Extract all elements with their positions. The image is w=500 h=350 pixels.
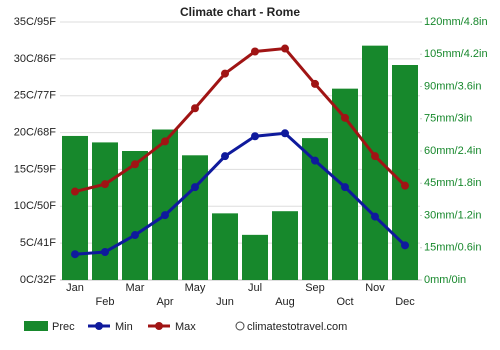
y-tick-label: 30C/86F xyxy=(14,53,56,65)
point xyxy=(191,104,199,113)
point xyxy=(311,79,319,88)
point xyxy=(221,69,229,78)
x-tick-label: Mar xyxy=(126,282,145,294)
chart-title: Climate chart - Rome xyxy=(180,5,300,19)
point xyxy=(311,156,319,165)
point xyxy=(341,113,349,122)
point xyxy=(401,181,409,190)
point xyxy=(251,132,259,141)
bar xyxy=(212,213,238,280)
point xyxy=(221,152,229,161)
y2-tick-label: 75mm/3in xyxy=(424,113,472,125)
y-tick-label: 25C/77F xyxy=(14,90,56,102)
y-tick-label: 10C/50F xyxy=(14,200,56,212)
y-tick-label: 5C/41F xyxy=(20,237,56,249)
point xyxy=(251,47,259,56)
x-tick-label: Aug xyxy=(275,296,295,308)
legend-swatch xyxy=(155,322,163,330)
point xyxy=(161,211,169,220)
point xyxy=(281,44,289,53)
x-tick-label: Nov xyxy=(365,282,385,294)
x-tick-label: Feb xyxy=(96,296,115,308)
legend-label: Min xyxy=(115,321,133,333)
y2-tick-label: 45mm/1.8in xyxy=(424,177,481,189)
point xyxy=(191,183,199,192)
y2-tick-label: 120mm/4.8in xyxy=(424,16,488,28)
point xyxy=(401,241,409,250)
y2-tick-label: 105mm/4.2in xyxy=(424,48,488,60)
x-tick-label: Oct xyxy=(336,296,353,308)
point xyxy=(71,187,79,196)
source: climatestotravel.com xyxy=(247,321,347,333)
y-tick-label: 0C/32F xyxy=(20,274,56,286)
legend-label: Prec xyxy=(52,321,75,333)
point xyxy=(281,129,289,138)
x-tick-label: Jun xyxy=(216,296,234,308)
y2-tick-label: 60mm/2.4in xyxy=(424,145,481,157)
y2-tick-label: 0mm/0in xyxy=(424,274,466,286)
source-icon xyxy=(235,321,245,331)
x-tick-label: May xyxy=(185,282,206,294)
line xyxy=(74,46,407,193)
y2-tick-label: 90mm/3.6in xyxy=(424,80,481,92)
bar xyxy=(362,45,388,281)
y2-tick-label: 15mm/0.6in xyxy=(424,242,481,254)
point xyxy=(101,180,109,189)
bar xyxy=(242,234,268,280)
point xyxy=(71,250,79,259)
point xyxy=(341,183,349,192)
point xyxy=(371,212,379,221)
bar xyxy=(272,211,298,280)
x-tick-label: Sep xyxy=(305,282,325,294)
bar xyxy=(62,135,88,280)
legend-swatch xyxy=(95,322,103,330)
bar xyxy=(92,142,118,280)
point xyxy=(371,152,379,161)
x-tick-label: Jul xyxy=(248,282,262,294)
legend-swatch xyxy=(24,321,48,331)
bar xyxy=(152,129,178,280)
line xyxy=(74,131,407,256)
point xyxy=(101,247,109,256)
bar xyxy=(122,151,148,280)
y2-tick-label: 30mm/1.2in xyxy=(424,209,481,221)
legend-label: Max xyxy=(175,321,196,333)
y-tick-label: 20C/68F xyxy=(14,126,56,138)
x-tick-label: Jan xyxy=(66,282,84,294)
point xyxy=(161,137,169,146)
y-tick-label: 15C/59F xyxy=(14,163,56,175)
point xyxy=(131,160,139,169)
x-tick-label: Dec xyxy=(395,296,415,308)
y-tick-label: 35C/95F xyxy=(14,16,56,28)
point xyxy=(131,231,139,240)
x-tick-label: Apr xyxy=(156,296,173,308)
bar xyxy=(182,155,208,280)
